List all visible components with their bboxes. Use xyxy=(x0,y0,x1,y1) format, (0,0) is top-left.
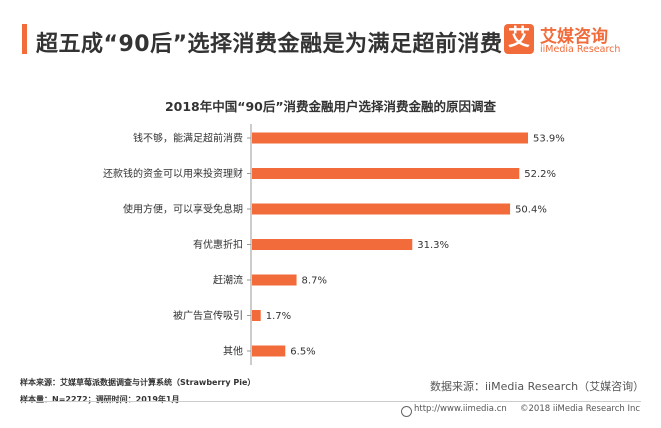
sample-source-note: 样本来源：艾媒草莓派数据调查与计算系统（Strawberry Pie） xyxy=(20,378,256,387)
brand-logo: 艾 艾媒咨询 iiMedia Research xyxy=(504,24,644,60)
data-source: 数据来源：iiMedia Research（艾媒咨询） xyxy=(430,380,645,393)
value-label: 6.5% xyxy=(290,347,315,358)
value-label: 50.4% xyxy=(515,205,547,216)
bar-chart: 钱不够，能满足超前消费 53.9% 还款钱的资金可以用来投资理财 52.2% 使用方便，… xyxy=(103,124,565,365)
footer-url[interactable]: http://www.iimedia.cn xyxy=(414,404,507,414)
bar[interactable] xyxy=(252,203,511,215)
category-label: 赶潮流 xyxy=(213,274,243,287)
footer-copyright: ©2018 iiMedia Research Inc xyxy=(520,404,641,414)
category-label: 还款钱的资金可以用来投资理财 xyxy=(103,167,243,180)
logo-mark-icon: 艾 xyxy=(504,24,534,54)
value-label: 52.2% xyxy=(524,169,556,180)
bar[interactable] xyxy=(252,239,413,250)
bar[interactable] xyxy=(252,132,528,144)
globe-icon xyxy=(401,406,412,417)
sample-size-note: 样本量：N=2272；调研时间：2019年1月 xyxy=(20,395,180,404)
bar[interactable] xyxy=(252,274,297,286)
bar[interactable] xyxy=(252,345,286,357)
bar[interactable] xyxy=(252,310,261,321)
value-label: 1.7% xyxy=(266,311,291,322)
logo-name: 艾媒咨询 xyxy=(540,27,608,47)
page-title: 超五成“90后”选择消费金融是为满足超前消费 xyxy=(36,32,503,57)
value-label: 53.9% xyxy=(533,134,565,145)
category-label: 使用方便，可以享受免息期 xyxy=(123,203,243,216)
category-label: 有优惠折扣 xyxy=(193,238,243,251)
value-label: 8.7% xyxy=(302,276,327,287)
category-label: 其他 xyxy=(223,345,243,358)
value-label: 31.3% xyxy=(417,240,449,251)
bar[interactable] xyxy=(252,168,520,179)
category-label: 钱不够，能满足超前消费 xyxy=(133,132,243,145)
logo-subtitle: iiMedia Research xyxy=(540,44,621,55)
footer-divider xyxy=(20,401,641,402)
chart-title: 2018年中国“90后”消费金融用户选择消费金融的原因调查 xyxy=(164,99,497,114)
category-label: 被广告宣传吸引 xyxy=(173,309,243,322)
title-accent-bar xyxy=(22,24,27,54)
